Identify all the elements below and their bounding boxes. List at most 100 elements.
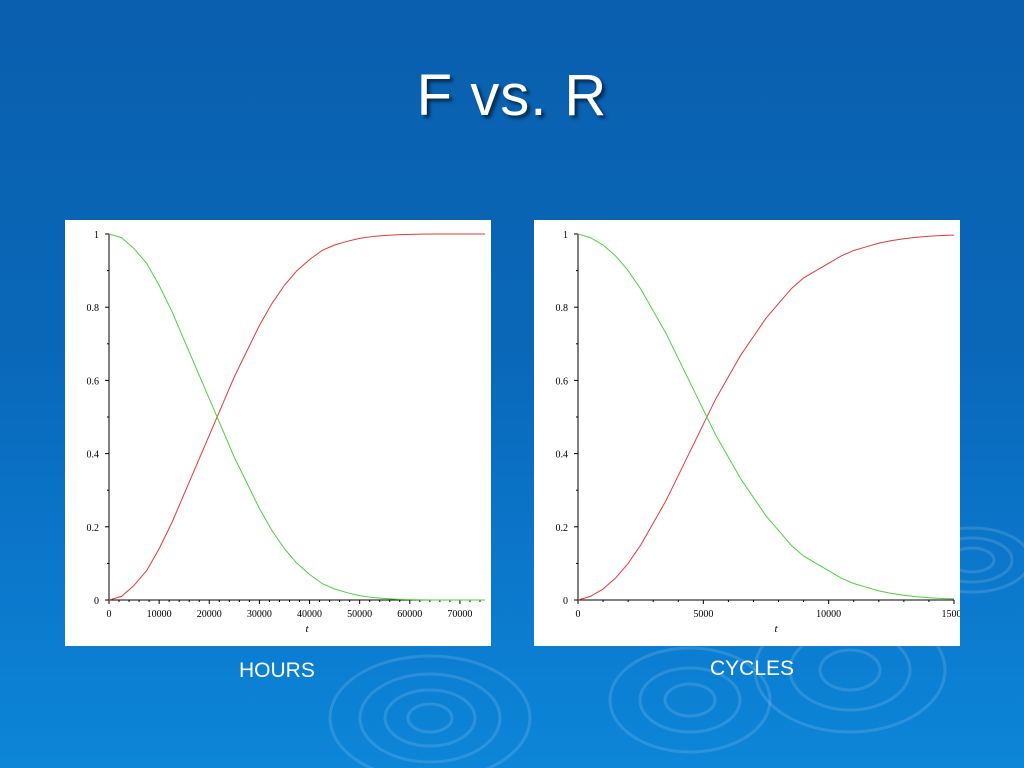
x-tick-label: 70000 — [447, 609, 472, 620]
series-0-point — [928, 236, 929, 237]
series-1-point — [321, 583, 322, 584]
series-1-point — [234, 457, 235, 458]
series-0-point — [484, 233, 485, 234]
series-1-point — [359, 595, 360, 596]
series-0-point — [653, 523, 654, 524]
series-1-point — [221, 427, 222, 428]
series-1-point — [577, 233, 578, 234]
x-axis-label: t — [774, 623, 778, 635]
series-0-point — [271, 303, 272, 304]
series-0-point — [246, 351, 247, 352]
series-1-point — [146, 263, 147, 264]
series-line-1 — [108, 233, 485, 601]
series-0-point — [133, 585, 134, 586]
series-0-point — [108, 599, 109, 600]
series-1-point — [209, 398, 210, 399]
x-tick-label: 30000 — [247, 609, 272, 620]
series-0-point — [359, 238, 360, 239]
series-1-point — [296, 563, 297, 564]
series-1-point — [484, 599, 485, 600]
y-tick-label: 1 — [94, 230, 99, 241]
series-1-point — [334, 588, 335, 589]
series-0-point — [397, 234, 398, 235]
series-0-point — [903, 238, 904, 239]
series-0-point — [628, 563, 629, 564]
x-tick-label: 40000 — [297, 609, 322, 620]
caption-cycles: CYCLES — [710, 657, 795, 680]
series-1-point — [309, 574, 310, 575]
series-1-point — [347, 592, 348, 593]
series-line-1 — [577, 233, 955, 600]
series-1-point — [628, 270, 629, 271]
series-0-point — [334, 244, 335, 245]
series-0-point — [409, 234, 410, 235]
y-tick-label: 0.8 — [87, 303, 100, 314]
x-tick-label: 50000 — [347, 609, 372, 620]
x-axis-label: t — [305, 623, 309, 635]
series-0-point — [472, 233, 473, 234]
series-1-point — [678, 358, 679, 359]
series-0-point — [372, 236, 373, 237]
caption-hours: HOURS — [239, 659, 315, 682]
series-0-point — [259, 325, 260, 326]
series-0-point — [284, 285, 285, 286]
x-tick-label: 60000 — [397, 609, 422, 620]
series-0-point — [171, 523, 172, 524]
series-0-point — [347, 241, 348, 242]
series-0-point — [753, 336, 754, 337]
chart-panel-hours: 0 0.2 0.4 0.6 0.8 1 0 10000 20000 30000 40000 50000… — [65, 220, 491, 646]
series-1-point — [665, 332, 666, 333]
series-1-point — [409, 599, 410, 600]
y-tick-label: 0.8 — [556, 303, 569, 314]
series-1-point — [246, 482, 247, 483]
series-1-point — [891, 593, 892, 594]
series-0-point — [703, 424, 704, 425]
y-tick-label: 0 — [563, 596, 568, 607]
series-1-point — [803, 555, 804, 556]
series-0-point — [146, 570, 147, 571]
series-0-point — [916, 237, 917, 238]
series-0-point — [891, 240, 892, 241]
series-0-point — [309, 259, 310, 260]
x-tick-label: 0 — [576, 609, 581, 620]
y-tick-label: 0.2 — [87, 523, 100, 534]
series-1-point — [740, 479, 741, 480]
series-1-point — [184, 340, 185, 341]
series-0-point — [765, 318, 766, 319]
series-0-point — [790, 288, 791, 289]
series-0-point — [678, 475, 679, 476]
series-0-point — [196, 464, 197, 465]
series-1-point — [916, 596, 917, 597]
series-0-point — [878, 243, 879, 244]
series-0-point — [602, 588, 603, 589]
x-tick-label: 20000 — [197, 609, 222, 620]
series-1-point — [384, 598, 385, 599]
series-line-0 — [577, 234, 955, 601]
series-0-point — [841, 255, 842, 256]
series-1-point — [903, 595, 904, 596]
series-1-point — [133, 248, 134, 249]
x-tick-label: 0 — [107, 609, 112, 620]
series-1-point — [108, 233, 109, 234]
y-tick-label: 0.4 — [556, 450, 569, 461]
series-1-point — [259, 508, 260, 509]
series-0-point — [866, 246, 867, 247]
series-1-point — [196, 369, 197, 370]
slide-title: F vs. R — [416, 63, 608, 128]
series-1-point — [121, 237, 122, 238]
series-1-point — [271, 530, 272, 531]
y-tick-label: 0 — [94, 596, 99, 607]
series-0-point — [640, 545, 641, 546]
x-tick-label: 5000 — [693, 609, 713, 620]
series-0-point — [384, 235, 385, 236]
series-0-point — [690, 449, 691, 450]
series-1-point — [828, 570, 829, 571]
series-0-point — [577, 599, 578, 600]
series-1-point — [434, 599, 435, 600]
series-0-point — [296, 270, 297, 271]
series-0-point — [715, 398, 716, 399]
series-0-point — [459, 233, 460, 234]
series-0-point — [234, 376, 235, 377]
y-tick-label: 0.2 — [556, 523, 569, 534]
